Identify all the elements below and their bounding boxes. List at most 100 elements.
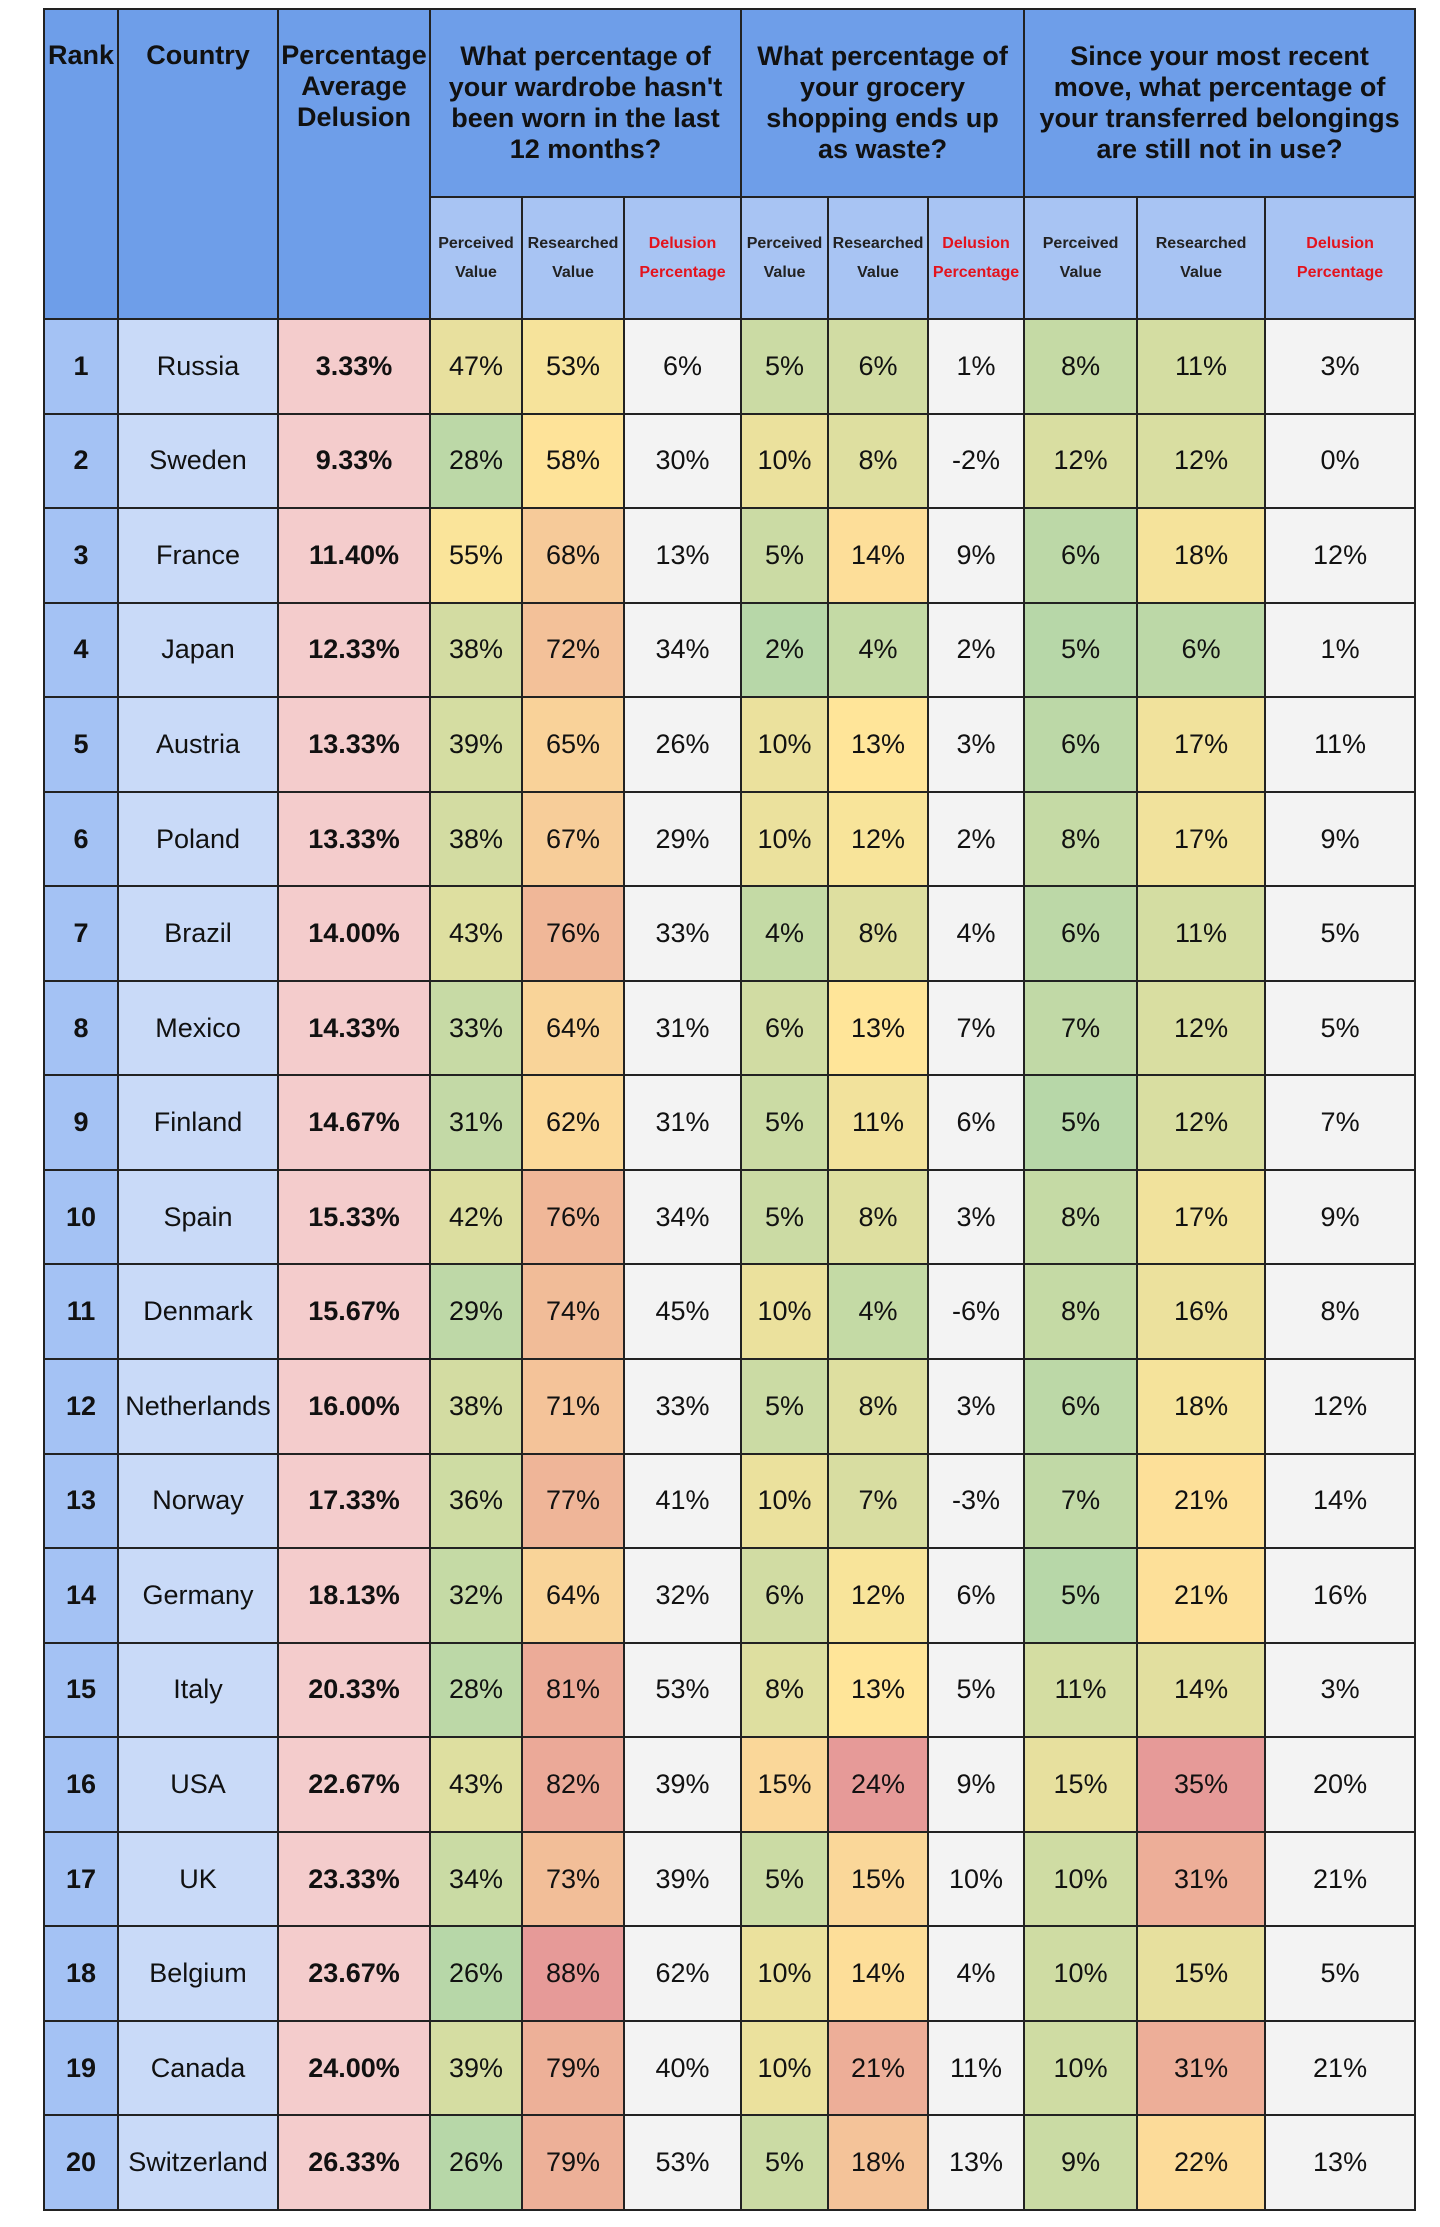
move-delusion-cell: 20% [1264, 1736, 1417, 1833]
rank-cell: 9 [43, 1074, 119, 1171]
table-row: 17 UK 23.33% 34% 73% 39% 5% 15% 10% 10% 31% 21% [43, 1830, 1417, 1928]
wardrobe-researched-cell: 71% [521, 1358, 625, 1455]
rank-cell: 18 [43, 1925, 119, 2022]
wardrobe-delusion-cell: 45% [622, 1263, 743, 1361]
grocery-delusion-cell: 2% [927, 601, 1026, 699]
average-delusion-cell: 9.33% [277, 412, 431, 510]
table-row: 1 Russia 3.33% 47% 53% 6% 5% 6% 1% 8% 11% 3% [43, 318, 1417, 415]
average-delusion-cell: 18.13% [277, 1547, 431, 1644]
wardrobe-perceived-cell: 39% [429, 2019, 523, 2117]
grocery-delusion-cell: 3% [927, 1358, 1026, 1455]
table-row: 12 Netherlands 16.00% 38% 71% 33% 5% 8% 3% 6% 18% 1… [43, 1358, 1417, 1455]
grocery-perceived-cell: 5% [740, 1074, 830, 1171]
grocery-researched-cell: 14% [827, 1925, 930, 2022]
header-rank: Rank [43, 8, 119, 320]
country-cell: UK [117, 1830, 279, 1928]
move-researched-cell: 35% [1136, 1736, 1267, 1833]
grocery-researched-cell: 24% [827, 1736, 930, 1833]
grocery-delusion-cell: -6% [927, 1263, 1026, 1361]
wardrobe-perceived-cell: 29% [429, 1263, 523, 1361]
subheader-delusion-percentage: Delusion Percentage [622, 196, 743, 320]
subheader-researched-value: Researched Value [521, 196, 625, 320]
move-researched-cell: 31% [1136, 2019, 1267, 2117]
wardrobe-researched-cell: 64% [521, 979, 625, 1077]
header-wardrobe-question: What percentage of your wardrobe hasn't … [428, 8, 743, 198]
average-delusion-cell: 16.00% [277, 1358, 431, 1455]
header-row-main: Rank Country Percentage Average Delusion… [43, 8, 1417, 320]
country-cell: Sweden [117, 412, 279, 510]
wardrobe-perceived-cell: 28% [429, 1641, 523, 1739]
rank-cell: 11 [43, 1263, 119, 1361]
move-perceived-cell: 6% [1023, 1358, 1139, 1455]
move-perceived-cell: 7% [1023, 979, 1139, 1077]
grocery-delusion-cell: 13% [927, 2114, 1026, 2211]
move-researched-cell: 17% [1136, 1168, 1267, 1266]
grocery-researched-cell: 13% [827, 1641, 930, 1739]
move-researched-cell: 6% [1136, 601, 1267, 699]
move-perceived-cell: 6% [1023, 885, 1139, 982]
delusion-table-container: Rank Country Percentage Average Delusion… [43, 8, 1417, 2211]
country-cell: Canada [117, 2019, 279, 2117]
table-row: 7 Brazil 14.00% 43% 76% 33% 4% 8% 4% 6% 11% 5% [43, 885, 1417, 982]
wardrobe-delusion-cell: 62% [622, 1925, 743, 2022]
grocery-researched-cell: 4% [827, 1263, 930, 1361]
wardrobe-researched-cell: 72% [521, 601, 625, 699]
grocery-perceived-cell: 5% [740, 318, 830, 415]
table-row: 14 Germany 18.13% 32% 64% 32% 6% 12% 6% 5% 21% 16% [43, 1547, 1417, 1644]
wardrobe-perceived-cell: 39% [429, 696, 523, 793]
wardrobe-perceived-cell: 47% [429, 318, 523, 415]
wardrobe-perceived-cell: 38% [429, 1358, 523, 1455]
rank-cell: 19 [43, 2019, 119, 2117]
grocery-perceived-cell: 5% [740, 1830, 830, 1928]
wardrobe-perceived-cell: 26% [429, 2114, 523, 2211]
move-delusion-cell: 12% [1264, 1358, 1417, 1455]
table-row: 10 Spain 15.33% 42% 76% 34% 5% 8% 3% 8% 17% 9% [43, 1168, 1417, 1266]
grocery-perceived-cell: 10% [740, 1925, 830, 2022]
wardrobe-delusion-cell: 34% [622, 1168, 743, 1266]
grocery-perceived-cell: 5% [740, 507, 830, 604]
wardrobe-researched-cell: 81% [521, 1641, 625, 1739]
wardrobe-researched-cell: 64% [521, 1547, 625, 1644]
rank-cell: 16 [43, 1736, 119, 1833]
wardrobe-researched-cell: 73% [521, 1830, 625, 1928]
move-researched-cell: 15% [1136, 1925, 1267, 2022]
move-perceived-cell: 9% [1023, 2114, 1139, 2211]
move-researched-cell: 21% [1136, 1547, 1267, 1644]
rank-cell: 14 [43, 1547, 119, 1644]
average-delusion-cell: 22.67% [277, 1736, 431, 1833]
table-row: 4 Japan 12.33% 38% 72% 34% 2% 4% 2% 5% 6% 1% [43, 601, 1417, 699]
move-perceived-cell: 5% [1023, 601, 1139, 699]
move-delusion-cell: 3% [1264, 318, 1417, 415]
subheader-delusion-percentage: Delusion Percentage [927, 196, 1026, 320]
country-cell: Poland [117, 790, 279, 888]
wardrobe-delusion-cell: 32% [622, 1547, 743, 1644]
grocery-delusion-cell: -3% [927, 1452, 1026, 1550]
grocery-delusion-cell: 9% [927, 1736, 1026, 1833]
average-delusion-cell: 23.67% [277, 1925, 431, 2022]
country-cell: Germany [117, 1547, 279, 1644]
country-cell: Finland [117, 1074, 279, 1171]
table-row: 18 Belgium 23.67% 26% 88% 62% 10% 14% 4% 10% 15% 5% [43, 1925, 1417, 2022]
subheader-perceived-value: Perceived Value [1023, 196, 1139, 320]
wardrobe-perceived-cell: 43% [429, 885, 523, 982]
grocery-delusion-cell: 3% [927, 696, 1026, 793]
subheader-perceived-value: Perceived Value [740, 196, 830, 320]
country-cell: Mexico [117, 979, 279, 1077]
country-cell: USA [117, 1736, 279, 1833]
grocery-researched-cell: 8% [827, 412, 930, 510]
move-delusion-cell: 12% [1264, 507, 1417, 604]
rank-cell: 1 [43, 318, 119, 415]
move-delusion-cell: 21% [1264, 2019, 1417, 2117]
grocery-delusion-cell: -2% [927, 412, 1026, 510]
wardrobe-delusion-cell: 39% [622, 1830, 743, 1928]
move-perceived-cell: 8% [1023, 1168, 1139, 1266]
wardrobe-researched-cell: 88% [521, 1925, 625, 2022]
average-delusion-cell: 11.40% [277, 507, 431, 604]
move-delusion-cell: 9% [1264, 1168, 1417, 1266]
table-row: 3 France 11.40% 55% 68% 13% 5% 14% 9% 6% 18% 12% [43, 507, 1417, 604]
move-delusion-cell: 21% [1264, 1830, 1417, 1928]
move-delusion-cell: 5% [1264, 1925, 1417, 2022]
move-delusion-cell: 1% [1264, 601, 1417, 699]
table-body: 1 Russia 3.33% 47% 53% 6% 5% 6% 1% 8% 11% 3% 2 Sweden… [43, 318, 1417, 2211]
country-cell: France [117, 507, 279, 604]
